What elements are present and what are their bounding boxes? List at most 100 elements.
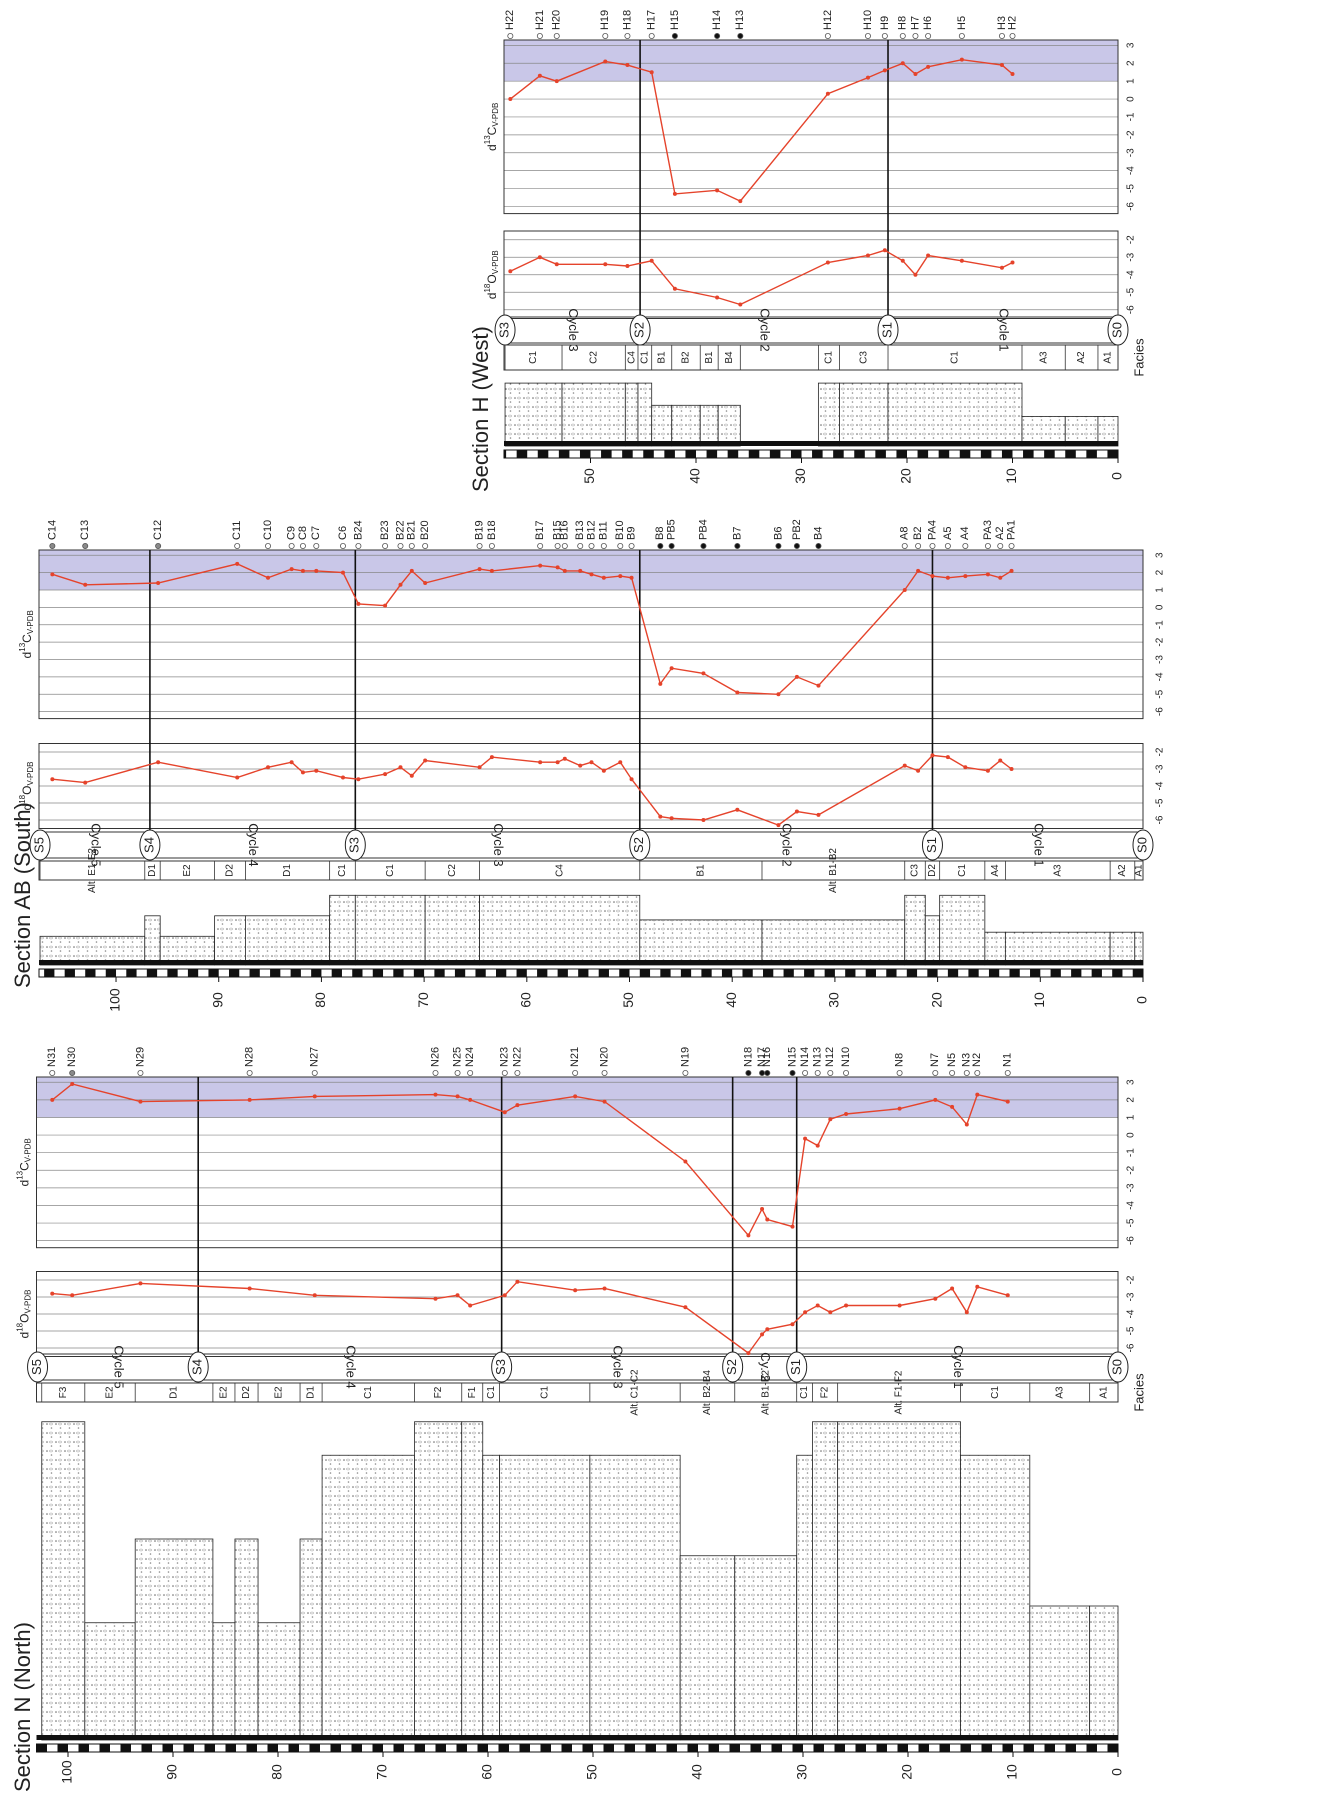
scale-segment [1086, 1744, 1097, 1752]
sample-marker [617, 543, 624, 550]
scale-segment [721, 969, 733, 977]
scale-segment [167, 969, 178, 977]
sample-marker [1008, 543, 1015, 550]
cycle-label: Cycle 3 [566, 308, 581, 351]
scale-segment [183, 1744, 194, 1752]
lithology-block [904, 894, 926, 966]
isotope-point [964, 1310, 969, 1315]
isotope-point [794, 809, 799, 814]
isotope-point [649, 258, 654, 263]
y-tick-label: -1 [1126, 112, 1137, 121]
scale-segment [824, 969, 835, 977]
facies-label: E2 [274, 1386, 285, 1399]
sequence-label: S0 [1134, 837, 1149, 853]
lithology-block [499, 1454, 591, 1741]
sample-marker [827, 1070, 834, 1077]
isotope-point [477, 765, 482, 770]
x-tick-label: 60 [479, 1764, 495, 1780]
sequence-marker [139, 829, 161, 861]
axis-label-part: d [20, 652, 34, 659]
isotope-point [356, 777, 361, 782]
facies-label: D2 [927, 864, 938, 877]
sample-label: N28 [244, 1047, 256, 1067]
x-tick-label: 0 [1109, 1768, 1125, 1776]
scale-segment [769, 450, 781, 458]
y-tick-label: -5 [1126, 184, 1137, 193]
scale-segment [352, 969, 363, 977]
x-tick-label: 30 [826, 992, 842, 1008]
scale-segment [498, 1744, 509, 1752]
sample-label: N12 [824, 1047, 836, 1067]
sample-label: N18 [742, 1047, 754, 1067]
isotope-point [701, 818, 706, 822]
isotope-point [790, 1322, 795, 1327]
y2-tick-label: -2 [1155, 747, 1166, 756]
scale-segment [959, 450, 971, 458]
scale-segment [1044, 1744, 1055, 1752]
lithology-block [234, 1538, 259, 1741]
isotope-point [629, 777, 634, 782]
lithology-block [144, 915, 161, 966]
isotope-point [398, 765, 403, 770]
sample-marker [311, 1070, 318, 1077]
sample-label: H12 [822, 10, 834, 30]
isotope-point [828, 1117, 833, 1122]
facies-label: A3 [1054, 1386, 1065, 1399]
scale-segment [748, 450, 760, 458]
sample-label: N19 [679, 1047, 691, 1067]
sample-marker [265, 543, 272, 550]
sample-marker [764, 1070, 771, 1077]
y-tick-label: 2 [1126, 1097, 1137, 1103]
isotope-point [618, 574, 623, 579]
isotope-point [70, 1082, 75, 1087]
facies-label: D1 [147, 864, 158, 877]
scale-segment [1107, 1744, 1118, 1752]
scale-segment [622, 450, 633, 458]
sample-label: N1 [1002, 1053, 1014, 1067]
column-base [504, 441, 1118, 446]
facies-label: C1 [950, 351, 961, 364]
isotope-point [502, 1110, 507, 1115]
sample-marker [1004, 1070, 1011, 1077]
sequence-label: S1 [924, 837, 939, 853]
x-tick-label: 40 [723, 992, 739, 1008]
sample-marker [668, 543, 675, 550]
isotope-point [555, 565, 560, 570]
isotope-point [573, 1094, 578, 1099]
facies-label: C1 [539, 1386, 550, 1399]
cycle-label: Cycle 3 [611, 1345, 626, 1388]
isotope-point [658, 681, 663, 686]
isotope-point [998, 575, 1003, 580]
isotope-point [537, 73, 542, 78]
sample-marker [737, 33, 744, 40]
isotope-point [815, 1303, 820, 1308]
facies-label: Alt. B1-B2 [760, 1370, 771, 1415]
isotope-point [409, 568, 414, 573]
isotope-point [865, 75, 870, 80]
isotope-point [629, 575, 634, 580]
sample-marker [824, 33, 831, 40]
scale-segment [876, 1744, 887, 1752]
lithology-block [924, 915, 941, 966]
facies-label: D2 [241, 1386, 252, 1399]
sample-label: C6 [337, 526, 349, 540]
lithology-block [939, 894, 986, 966]
isotope-point [409, 773, 414, 778]
sample-marker [734, 543, 741, 550]
lithology-block [414, 1421, 463, 1741]
isotope-point [765, 1217, 770, 1222]
sample-marker [553, 33, 560, 40]
sequence-marker [629, 829, 651, 861]
sequence-label: S4 [141, 837, 156, 853]
sample-label: B2 [912, 527, 924, 540]
facies-row [36, 1382, 1119, 1403]
isotope-point [815, 1143, 820, 1148]
sample-label: PA1 [1005, 520, 1017, 540]
lithology-block [887, 382, 1023, 447]
sample-label: PB4 [697, 519, 709, 540]
isotope-point [926, 64, 931, 69]
sample-marker [137, 1070, 144, 1077]
x-tick-label: 50 [620, 992, 636, 1008]
lithology-block [624, 382, 639, 447]
